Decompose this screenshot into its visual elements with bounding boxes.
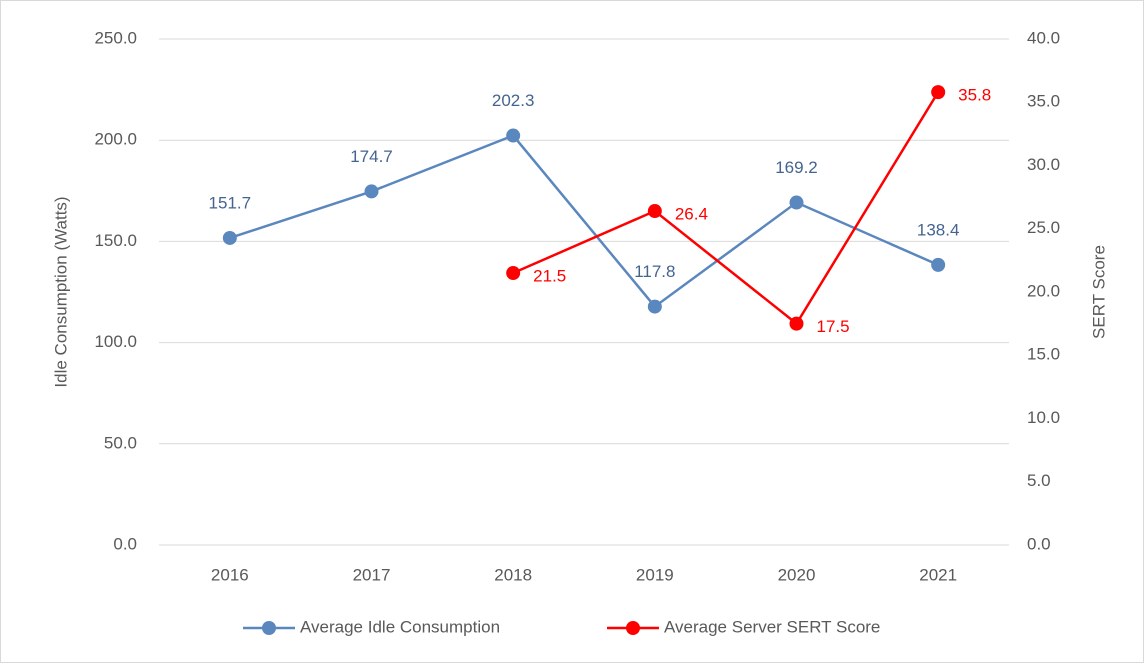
legend-marker <box>626 621 640 635</box>
data-label: 202.3 <box>492 91 535 110</box>
y2-tick-label: 35.0 <box>1027 92 1060 111</box>
series-line <box>229 134 939 309</box>
y2-tick-label: 5.0 <box>1027 471 1051 490</box>
legend-marker <box>262 621 276 635</box>
data-label: 26.4 <box>675 205 708 224</box>
data-point <box>789 316 804 331</box>
data-point <box>931 85 946 100</box>
legend-label: Average Server SERT Score <box>664 617 880 636</box>
legend-label: Average Idle Consumption <box>300 617 500 636</box>
y-tick-label: 0.0 <box>113 534 137 553</box>
data-label: 174.7 <box>350 147 393 166</box>
data-label: 169.2 <box>775 158 818 177</box>
y-tick-label: 200.0 <box>94 130 137 149</box>
y2-tick-label: 20.0 <box>1027 281 1060 300</box>
data-point <box>647 204 662 219</box>
data-point <box>789 195 804 210</box>
data-label: 151.7 <box>209 193 252 212</box>
y2-axis-label: SERT Score <box>1089 245 1108 339</box>
x-tick-label: 2017 <box>353 565 391 584</box>
x-tick-label: 2016 <box>211 565 249 584</box>
y-tick-label: 150.0 <box>94 231 137 250</box>
y2-tick-label: 10.0 <box>1027 408 1060 427</box>
data-label: 35.8 <box>958 86 991 105</box>
data-point <box>364 184 379 199</box>
y2-tick-label: 25.0 <box>1027 218 1060 237</box>
data-label: 138.4 <box>917 220 960 239</box>
y-tick-label: 100.0 <box>94 332 137 351</box>
data-label: 117.8 <box>634 262 675 281</box>
x-tick-label: 2018 <box>494 565 532 584</box>
x-tick-label: 2019 <box>636 565 674 584</box>
x-tick-label: 2020 <box>778 565 816 584</box>
y-tick-label: 250.0 <box>94 28 137 47</box>
y2-tick-label: 0.0 <box>1027 534 1051 553</box>
data-label: 17.5 <box>817 317 850 336</box>
data-point <box>931 257 946 272</box>
y2-tick-label: 40.0 <box>1027 28 1060 47</box>
y2-tick-label: 15.0 <box>1027 345 1060 364</box>
data-point <box>506 128 521 143</box>
y-axis-label: Idle Consumption (Watts) <box>51 196 70 387</box>
x-tick-label: 2021 <box>919 565 957 584</box>
data-point <box>506 266 521 281</box>
data-point <box>647 299 662 314</box>
y-tick-label: 50.0 <box>104 433 137 452</box>
series-line <box>512 91 940 326</box>
data-point <box>222 230 237 245</box>
data-label: 21.5 <box>533 267 566 286</box>
y2-tick-label: 30.0 <box>1027 155 1060 174</box>
